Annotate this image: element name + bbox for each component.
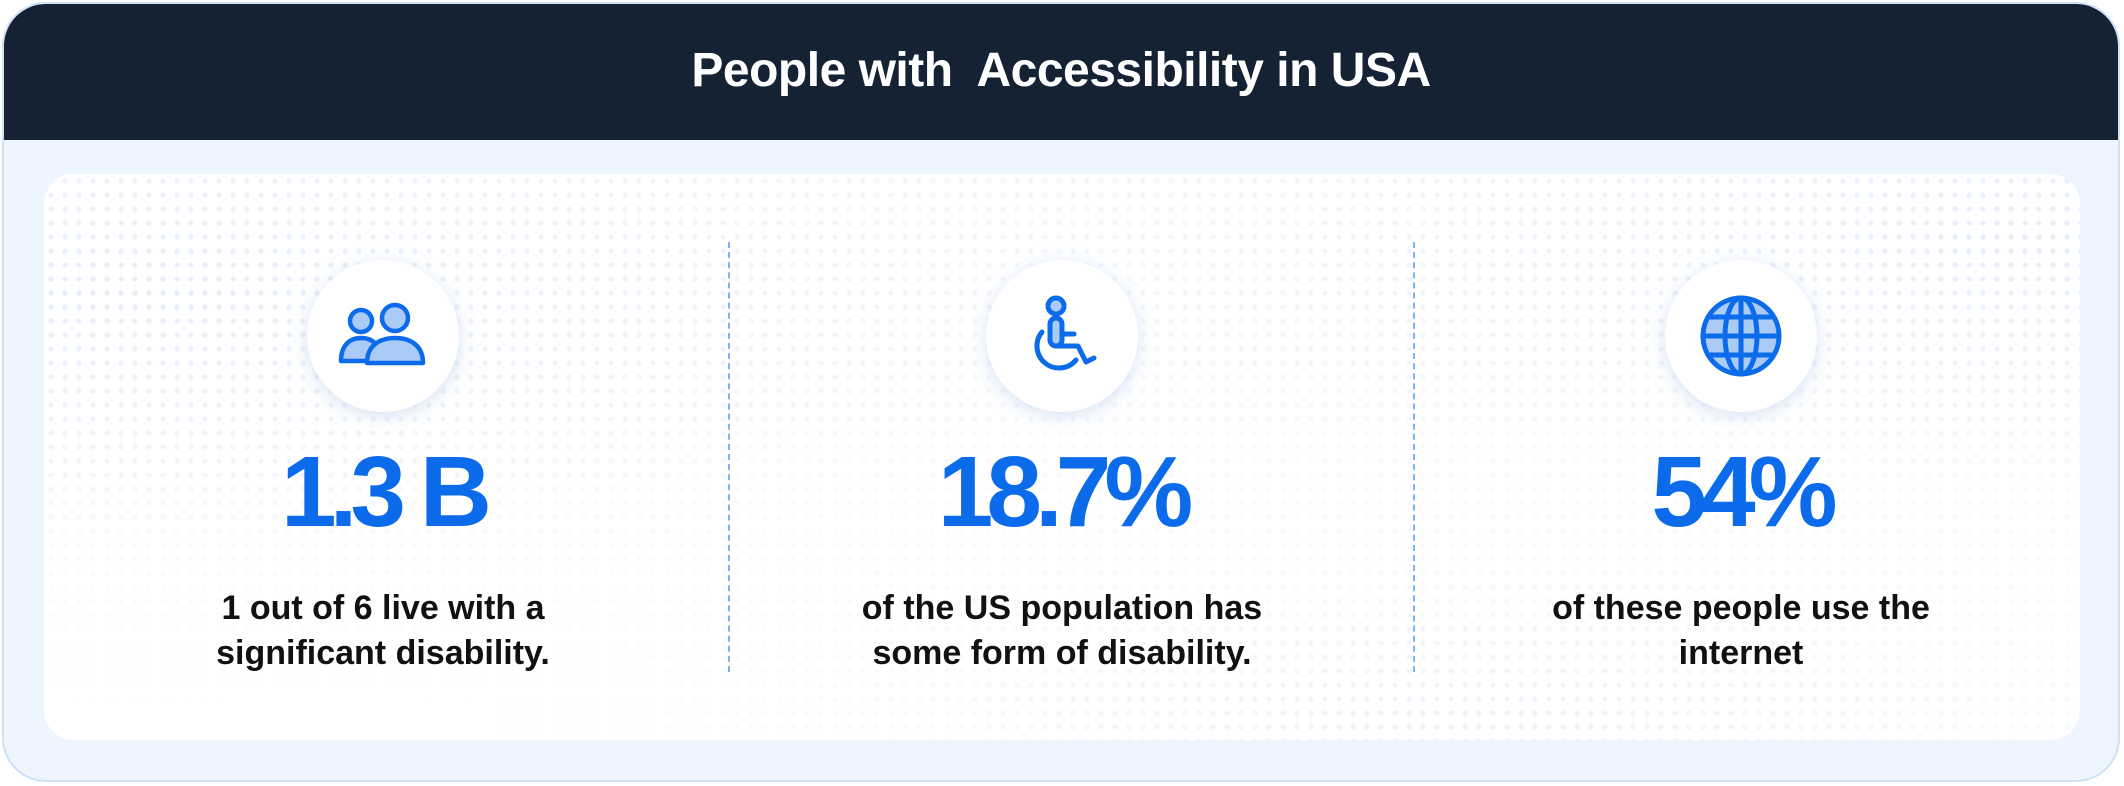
page-title: People with Accessibility in USA bbox=[691, 43, 1431, 97]
stat-description-line: of the US population has bbox=[861, 589, 1263, 627]
stat-disability-population: 1.3 B 1 out of 6 live with a significant… bbox=[44, 174, 722, 740]
stat-description-line: significant disability. bbox=[216, 634, 550, 672]
stat-description-line: internet bbox=[1678, 634, 1804, 672]
stat-us-disability-rate: 18.7% of the US population has some form… bbox=[723, 174, 1401, 740]
people-icon bbox=[307, 260, 459, 412]
wheelchair-icon bbox=[986, 260, 1138, 412]
stat-internet-usage: 54% of these people use the internet bbox=[1402, 174, 2080, 740]
stat-description-line: some form of disability. bbox=[872, 634, 1252, 672]
stats-card: 1.3 B 1 out of 6 live with a significant… bbox=[44, 174, 2080, 740]
globe-icon bbox=[1665, 260, 1817, 412]
stat-value: 18.7% bbox=[937, 436, 1194, 548]
stat-description: of the US population has some form of di… bbox=[723, 586, 1401, 676]
stat-value: 1.3 B bbox=[280, 436, 492, 548]
header-bar: People with Accessibility in USA bbox=[4, 4, 2118, 140]
stat-description: 1 out of 6 live with a significant disab… bbox=[44, 586, 722, 676]
stat-value: 54% bbox=[1651, 436, 1837, 548]
stat-description-line: 1 out of 6 live with a bbox=[221, 589, 545, 627]
stat-description-line: of these people use the bbox=[1552, 589, 1930, 627]
column-divider bbox=[728, 242, 730, 672]
column-divider bbox=[1413, 242, 1415, 672]
stat-description: of these people use the internet bbox=[1402, 586, 2080, 676]
